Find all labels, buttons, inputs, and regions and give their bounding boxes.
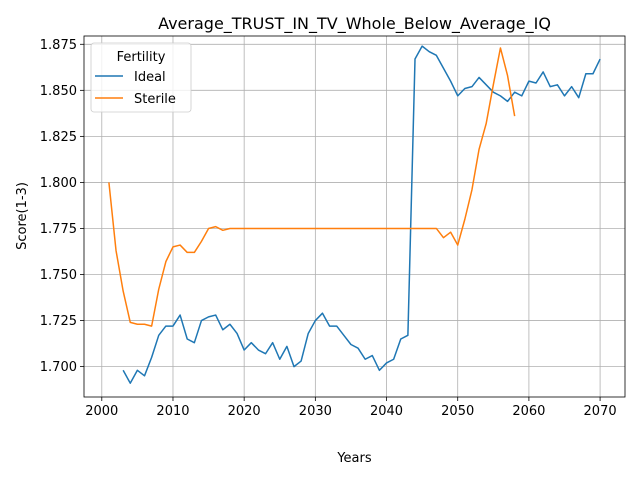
x-tick-label: 2050: [441, 404, 474, 419]
x-tick-label: 2010: [156, 404, 189, 419]
y-tick-label: 1.850: [40, 84, 77, 99]
x-tick-label: 2060: [512, 404, 545, 419]
y-tick-label: 1.825: [40, 130, 77, 145]
legend-label-sterile: Sterile: [134, 92, 176, 107]
x-axis-label: Years: [336, 451, 372, 466]
x-tick-label: 2000: [85, 404, 118, 419]
x-tick-label: 2030: [299, 404, 332, 419]
legend: Fertility Ideal Sterile: [91, 43, 191, 112]
legend-label-ideal: Ideal: [134, 70, 166, 85]
y-tick-label: 1.700: [40, 360, 77, 375]
y-tick-label: 1.875: [40, 38, 77, 53]
y-tick-label: 1.800: [40, 176, 77, 191]
x-tick-label: 2040: [370, 404, 403, 419]
x-tick-label: 2070: [584, 404, 617, 419]
y-axis-label: Score(1-3): [15, 182, 30, 250]
y-tick-label: 1.725: [40, 314, 77, 329]
y-tick-label: 1.775: [40, 222, 77, 237]
y-tick-label: 1.750: [40, 268, 77, 283]
x-tick-label: 2020: [228, 404, 261, 419]
chart-title: Average_TRUST_IN_TV_Whole_Below_Average_…: [158, 14, 551, 34]
legend-title: Fertility: [117, 50, 166, 65]
